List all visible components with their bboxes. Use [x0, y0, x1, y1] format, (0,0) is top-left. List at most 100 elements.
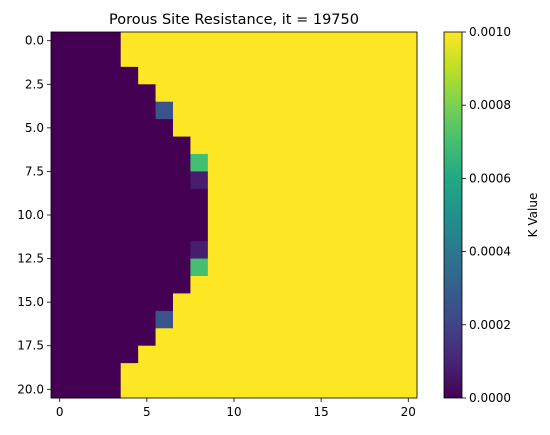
heatmap-cell	[277, 101, 296, 120]
heatmap-cell	[277, 363, 296, 382]
heatmap-cell	[225, 328, 244, 347]
heatmap-cell	[242, 206, 261, 225]
heatmap-cell	[155, 310, 174, 329]
heatmap-cell	[51, 84, 69, 103]
heatmap-cell	[190, 328, 209, 347]
heatmap-cell	[225, 345, 244, 364]
heatmap-cell	[329, 101, 348, 120]
y-tick-label: 10.0	[17, 208, 44, 222]
heatmap-cell	[190, 101, 209, 120]
heatmap-cell	[225, 101, 244, 120]
heatmap-cell	[277, 154, 296, 172]
heatmap-cell	[277, 293, 296, 312]
heatmap-cell	[190, 293, 209, 312]
chart-title: Porous Site Resistance, it = 19750	[109, 12, 359, 28]
colorbar-tick-label: 0.0002	[469, 318, 511, 332]
heatmap-cell	[312, 171, 331, 190]
heatmap-cell	[329, 84, 348, 103]
heatmap-cell	[51, 363, 69, 382]
heatmap-cell	[312, 241, 331, 260]
heatmap-cell	[103, 136, 122, 155]
heatmap-cell	[242, 188, 261, 207]
heatmap-cell	[103, 49, 122, 68]
heatmap-cell	[51, 345, 69, 364]
heatmap-cell	[347, 380, 366, 399]
heatmap-cell	[138, 84, 157, 103]
heatmap-cell	[120, 101, 139, 120]
heatmap-cell	[312, 310, 331, 329]
heatmap-cell	[173, 101, 191, 120]
heatmap-cell	[364, 241, 383, 260]
heatmap-cell	[295, 345, 313, 364]
heatmap-cell	[190, 119, 209, 138]
heatmap-cell	[138, 49, 157, 68]
heatmap-cell	[190, 363, 209, 382]
heatmap-cell	[120, 188, 139, 207]
heatmap-cell	[399, 66, 418, 85]
heatmap-cell	[207, 293, 226, 312]
heatmap-cell	[207, 310, 226, 329]
heatmap-cell	[85, 310, 104, 329]
heatmap-cell	[364, 258, 383, 277]
heatmap-cell	[382, 363, 401, 382]
heatmap-cell	[242, 328, 261, 347]
heatmap-cell	[85, 66, 104, 85]
heatmap-cell	[120, 154, 139, 172]
heatmap-cell	[120, 345, 139, 364]
y-tick-label: 15.0	[17, 295, 44, 309]
heatmap-cell	[225, 84, 244, 103]
heatmap-cell	[68, 328, 87, 347]
heatmap-cell	[51, 310, 69, 329]
heatmap-cell	[120, 66, 139, 85]
heatmap-cell	[329, 154, 348, 172]
heatmap-cell	[225, 66, 244, 85]
heatmap-cell	[68, 276, 87, 294]
heatmap-cell	[68, 241, 87, 260]
heatmap-cell	[103, 154, 122, 172]
y-tick-label: 12.5	[17, 252, 44, 266]
heatmap-cell	[260, 84, 279, 103]
heatmap-cell	[138, 328, 157, 347]
heatmap-cell	[225, 293, 244, 312]
heatmap-cell	[382, 380, 401, 399]
heatmap-cell	[260, 363, 279, 382]
heatmap-cell	[277, 380, 296, 399]
heatmap-cell	[155, 49, 174, 68]
heatmap-cell	[207, 84, 226, 103]
heatmap-cell	[364, 49, 383, 68]
heatmap-cell	[364, 101, 383, 120]
heatmap-cell	[68, 380, 87, 399]
heatmap-cell	[155, 380, 174, 399]
heatmap-cell	[173, 345, 191, 364]
heatmap-cell	[364, 66, 383, 85]
heatmap-cell	[295, 154, 313, 172]
heatmap-cell	[51, 136, 69, 155]
heatmap-cell	[190, 154, 209, 172]
colorbar-gradient	[443, 31, 463, 399]
heatmap-cell	[190, 206, 209, 225]
heatmap-cell	[329, 119, 348, 138]
heatmap-cell	[138, 258, 157, 277]
y-tick-label: 17.5	[17, 339, 44, 353]
heatmap-cell	[103, 171, 122, 190]
heatmap-cell	[364, 188, 383, 207]
heatmap-cell	[242, 363, 261, 382]
heatmap-cell	[347, 363, 366, 382]
heatmap-cell	[173, 363, 191, 382]
heatmap-cell	[173, 119, 191, 138]
heatmap-cell	[295, 328, 313, 347]
heatmap-cell	[277, 241, 296, 260]
heatmap-cell	[295, 206, 313, 225]
heatmap-cell	[103, 101, 122, 120]
heatmap-cell	[225, 206, 244, 225]
heatmap-cell	[138, 241, 157, 260]
heatmap-cell	[295, 363, 313, 382]
heatmap-cell	[277, 66, 296, 85]
heatmap-cell	[103, 345, 122, 364]
heatmap-cell	[312, 206, 331, 225]
heatmap-cell	[120, 293, 139, 312]
heatmap-cell	[347, 154, 366, 172]
heatmap-cell	[120, 328, 139, 347]
heatmap-cell	[295, 136, 313, 155]
